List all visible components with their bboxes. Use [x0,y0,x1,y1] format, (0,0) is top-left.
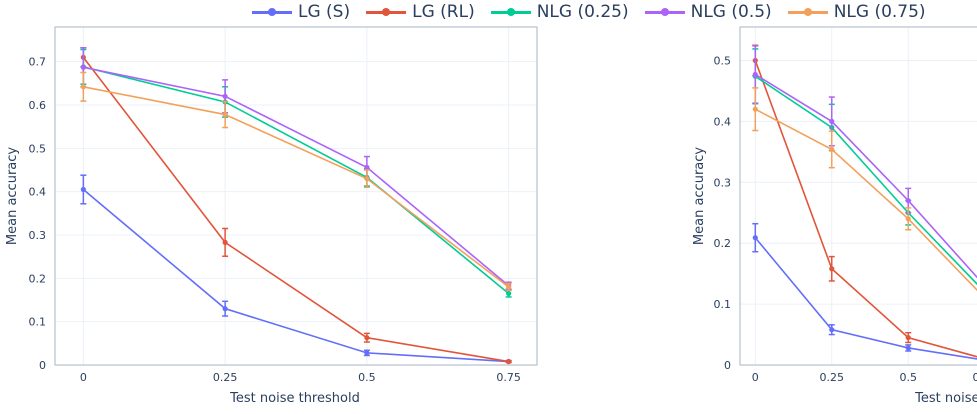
legend-label: LG (RL) [412,2,475,22]
data-point [222,111,228,118]
legend-item[interactable]: NLG (0.25) [490,2,629,22]
data-point [364,164,370,170]
data-point [752,106,758,112]
legend-item[interactable]: NLG (0.75) [787,2,926,22]
data-point [80,64,86,70]
data-point [829,146,835,153]
data-point [506,290,512,297]
legend-item[interactable]: NLG (0.5) [644,2,772,22]
y-tick-label: 0.4 [29,186,47,199]
series-line [754,73,977,279]
data-point [752,71,758,78]
data-point [364,350,370,356]
y-tick-label: 0.5 [29,142,47,155]
series-nlg-0-75 [752,87,977,292]
data-point [905,216,911,222]
y-tick-label: 0.2 [714,237,732,250]
series-lg-rl [80,47,512,365]
series-line [754,108,977,292]
data-point [506,358,512,365]
legend-item[interactable]: LG (RL) [366,2,475,22]
y-tick-label: 0.1 [714,298,732,311]
y-tick-label: 0.1 [29,316,47,329]
legend-swatch [490,5,531,19]
series-nlg-0-25 [80,48,512,298]
chart-legend: LG (S) LG (RL) NLG (0.25) NLG (0.5) NLG (0.7… [252,2,942,22]
x-tick-label: 0.5 [358,371,376,384]
legend-swatch [366,5,407,19]
y-tick-label: 0 [724,359,731,372]
y-tick-label: 0.5 [714,54,732,67]
x-axis-title: Test noise threshold [914,391,977,406]
panel-1: 0 0.1 0.2 0.3 0.4 0.5 0.6 0.7 0 0.25 0.5 0.75 Test n… [5,26,538,406]
data-point [364,335,370,341]
x-axis-title: Test noise threshold [229,391,360,406]
data-point [829,266,835,272]
data-point [222,93,228,99]
y-axis-title: Mean accuracy [692,147,707,246]
series-nlg-0-75 [80,71,512,292]
series-line [754,75,977,286]
y-tick-label: 0.2 [29,272,47,285]
y-tick-label: 0.3 [29,229,47,242]
legend-label: LG (S) [298,2,351,22]
data-point [829,327,835,333]
series-line [83,66,510,295]
data-point [905,334,911,341]
panel-2: 0 0.1 0.2 0.3 0.4 0.5 0 0.25 0.5 0.75 Test noise t… [692,26,977,406]
x-tick-label: 0.25 [213,371,238,384]
data-point [222,239,228,245]
legend-label: NLG (0.75) [833,2,926,22]
y-tick-label: 0.3 [714,176,732,189]
x-tick-label: 0.25 [820,371,845,384]
data-point [80,84,86,90]
legend-label: NLG (0.25) [536,2,629,22]
data-point [222,306,228,312]
plot-frame [54,26,538,366]
data-point [506,284,512,290]
x-tick-label: 0.75 [972,371,977,384]
x-tick-label: 0.75 [496,371,521,384]
series-line [83,86,510,288]
series-line [82,56,509,363]
y-tick-label: 0.7 [29,56,47,69]
legend-swatch [787,5,828,19]
series-line [754,237,977,360]
x-tick-label: 0 [80,371,87,384]
data-point [364,176,370,182]
series-line [754,60,977,358]
data-point [905,197,911,204]
x-tick-label: 0 [752,371,759,384]
series-nlg-0-5 [80,47,512,290]
series-nlg-0-5 [752,45,977,279]
data-point [905,345,911,351]
series-line [83,66,510,287]
y-tick-label: 0.6 [29,99,47,112]
series-line [82,188,509,363]
legend-label: NLG (0.5) [690,2,772,22]
y-axis-title: Mean accuracy [5,147,20,246]
legend-swatch [252,5,292,19]
plot-frame [739,26,977,366]
data-point [80,186,86,193]
x-tick-label: 0.5 [899,371,917,384]
data-point [829,118,835,124]
y-tick-label: 0 [39,359,46,372]
series-lg-s [80,174,512,365]
legend-item[interactable]: LG (S) [252,2,350,22]
data-point [752,235,758,241]
legend-swatch [644,5,685,19]
series-nlg-0-25 [752,48,977,286]
series-lg-s [752,222,977,360]
y-tick-label: 0.4 [714,115,732,128]
